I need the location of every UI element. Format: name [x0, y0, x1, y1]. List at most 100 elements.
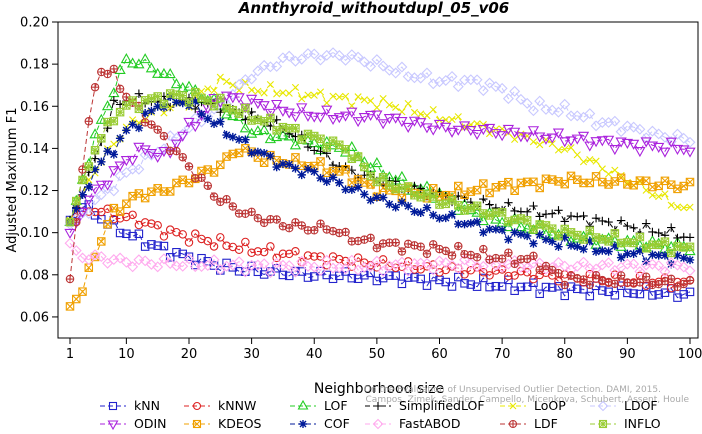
series-marker	[502, 221, 515, 232]
x-tick-label: 30	[243, 347, 260, 362]
series-marker	[560, 233, 569, 242]
series-marker	[510, 215, 519, 225]
series-marker	[573, 284, 582, 294]
series-marker	[116, 108, 125, 117]
series-marker	[510, 271, 519, 280]
series-marker	[529, 239, 538, 248]
series-marker	[377, 265, 389, 277]
series-marker	[535, 212, 544, 221]
series-marker	[204, 181, 212, 190]
legend-item-cof: COF	[290, 416, 350, 431]
series-marker	[484, 77, 496, 89]
series-marker	[586, 156, 594, 164]
series-marker	[322, 168, 332, 178]
series-marker	[277, 52, 289, 64]
series-marker	[483, 123, 496, 134]
series-marker	[629, 249, 638, 258]
series-marker	[585, 291, 595, 301]
series-marker	[479, 179, 488, 188]
series-marker	[410, 191, 419, 200]
series-marker	[328, 173, 338, 182]
series-marker	[72, 294, 81, 304]
series-marker	[603, 257, 615, 269]
legend-label: KDEOS	[218, 416, 262, 431]
x-tick-label: 40	[306, 347, 323, 362]
series-marker	[634, 266, 646, 277]
series-marker	[84, 263, 93, 272]
series-marker	[379, 94, 387, 103]
series-marker	[346, 107, 358, 118]
legend-item-knn: kNN	[100, 398, 160, 413]
series-marker	[615, 126, 627, 138]
series-marker	[153, 241, 162, 250]
series-marker	[103, 117, 112, 127]
series-marker	[566, 241, 576, 250]
series-marker	[648, 291, 657, 300]
series-marker	[535, 183, 544, 193]
series-marker	[621, 138, 634, 149]
series-marker	[490, 81, 502, 93]
series-marker	[374, 402, 382, 410]
series-marker	[228, 149, 238, 159]
series-marker	[640, 259, 652, 271]
series-marker	[103, 204, 112, 213]
series-marker	[429, 240, 437, 249]
series-marker	[479, 245, 488, 253]
series-marker	[629, 289, 638, 298]
series-marker	[209, 119, 219, 129]
series-marker	[615, 137, 627, 148]
series-marker	[158, 67, 170, 79]
legend-label: SimplifiedLOF	[399, 398, 485, 413]
series-marker	[84, 162, 93, 171]
series-marker	[341, 165, 350, 174]
series-marker	[222, 241, 231, 250]
series-marker	[541, 282, 551, 292]
series-marker	[160, 132, 168, 140]
series-marker	[347, 185, 357, 194]
series-marker	[210, 86, 218, 95]
series-marker	[510, 186, 519, 195]
series-marker	[402, 265, 414, 277]
series-marker	[114, 161, 126, 172]
series-marker	[216, 198, 225, 206]
series-marker	[592, 157, 600, 165]
series-marker	[422, 190, 432, 199]
series-marker	[346, 49, 358, 61]
x-axis: 1 10 20 30 40 50 60 70 80 90 100	[66, 338, 702, 362]
series-marker	[172, 147, 181, 155]
series-marker	[667, 275, 675, 283]
series-marker	[109, 150, 119, 159]
series-marker	[172, 227, 181, 237]
legend-label: FastABOD	[399, 416, 461, 431]
series-marker	[441, 190, 451, 200]
series-inflo	[65, 87, 695, 258]
series-marker	[333, 262, 345, 274]
series-marker	[554, 277, 563, 286]
series-marker	[164, 258, 176, 269]
series-marker	[598, 235, 607, 244]
series-marker	[128, 96, 137, 105]
series-marker	[303, 273, 313, 282]
series-marker	[497, 282, 507, 291]
series-marker	[646, 141, 659, 152]
series-marker	[122, 199, 131, 208]
series-marker	[309, 272, 319, 281]
series-marker	[616, 216, 626, 225]
series-marker	[565, 136, 577, 147]
series-marker	[599, 420, 607, 428]
series-line	[69, 92, 691, 239]
series-marker	[95, 251, 107, 263]
series-marker	[266, 151, 275, 161]
series-marker	[460, 219, 469, 229]
series-marker	[328, 274, 338, 284]
series-line	[69, 58, 691, 252]
series-marker	[233, 256, 245, 268]
series-marker	[247, 148, 256, 158]
series-marker	[466, 280, 476, 289]
series-marker	[515, 93, 527, 105]
series-marker	[522, 268, 532, 277]
series-marker	[183, 80, 195, 91]
series-marker	[661, 190, 669, 198]
series-marker	[566, 211, 576, 221]
series-marker	[353, 183, 363, 192]
